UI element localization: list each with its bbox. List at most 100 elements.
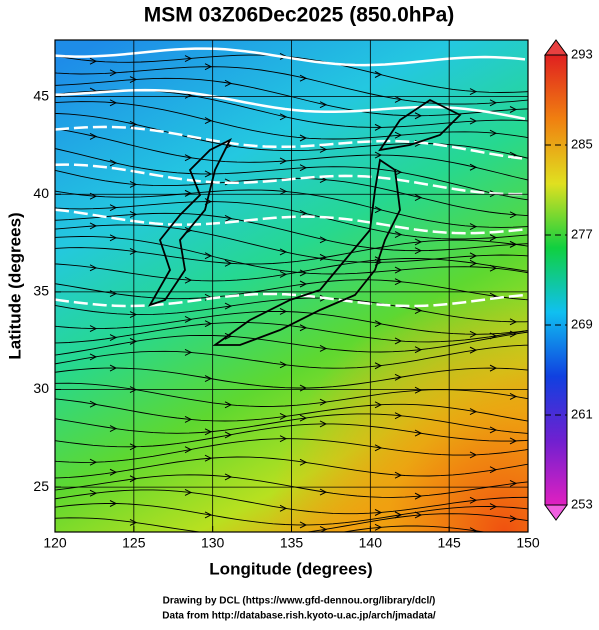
streamline <box>55 322 528 344</box>
stream-arrow <box>374 401 383 409</box>
stream-arrow <box>109 468 118 476</box>
streamline <box>55 503 528 526</box>
stream-arrow <box>374 151 383 159</box>
stream-arrow <box>414 492 423 500</box>
stream-arrow <box>299 280 308 288</box>
isoline <box>55 208 526 235</box>
stream-arrow <box>394 168 403 176</box>
colorbar-tick-label: 293 <box>571 46 593 61</box>
stream-arrow <box>469 408 478 416</box>
stream-arrow <box>109 159 118 167</box>
colorbar-tick-label: 285 <box>571 136 593 151</box>
stream-arrow <box>89 458 98 466</box>
x-tick-label: 130 <box>201 535 225 551</box>
stream-arrow <box>224 259 233 267</box>
stream-arrow <box>89 264 98 272</box>
stream-arrow <box>299 384 308 392</box>
stream-arrow <box>319 253 328 261</box>
y-axis-label: Latitude (degrees) <box>5 212 24 359</box>
stream-arrow <box>279 361 288 369</box>
y-tick-label: 30 <box>33 380 49 396</box>
stream-arrow <box>394 231 403 238</box>
colorbar-tick-label: 277 <box>571 226 593 241</box>
stream-arrow <box>279 248 288 256</box>
stream-arrow <box>129 180 138 188</box>
streamline <box>55 257 528 282</box>
streamline <box>55 331 528 356</box>
colorbar-tick-label: 261 <box>571 406 593 421</box>
stream-arrow <box>509 318 518 326</box>
stream-arrow <box>109 364 118 372</box>
stream-arrow <box>184 55 193 62</box>
stream-arrow <box>224 401 233 409</box>
stream-arrow <box>414 346 423 354</box>
stream-arrow <box>279 113 288 121</box>
streamline <box>55 239 528 265</box>
x-axis-label: Longitude (degrees) <box>209 559 372 578</box>
stream-arrow <box>109 334 118 341</box>
stream-arrow <box>394 95 403 103</box>
streamline <box>55 113 528 159</box>
stream-arrow <box>489 129 498 137</box>
stream-arrow <box>374 362 383 370</box>
stream-arrow <box>184 415 193 423</box>
streamline <box>341 525 488 532</box>
streamline <box>55 474 528 498</box>
stream-arrow <box>279 187 288 195</box>
colorbar-tick-label: 269 <box>571 316 593 331</box>
stream-arrow <box>204 170 213 178</box>
stream-arrow <box>489 99 498 107</box>
stream-arrow <box>374 320 383 328</box>
stream-arrow <box>89 353 98 361</box>
stream-arrow <box>299 521 308 529</box>
stream-arrow <box>394 337 403 345</box>
stream-arrow <box>129 210 138 218</box>
streamline <box>55 148 528 201</box>
stream-arrow <box>394 131 403 139</box>
stream-arrow <box>279 412 288 420</box>
stream-arrow <box>414 112 423 120</box>
stream-arrow <box>224 214 233 222</box>
stream-arrow <box>129 76 138 83</box>
stream-arrow <box>204 63 213 71</box>
stream-arrow <box>469 223 478 231</box>
stream-arrow <box>299 458 308 466</box>
y-tick-label: 25 <box>33 478 49 494</box>
stream-arrow <box>89 132 98 140</box>
streamline <box>55 489 528 515</box>
stream-arrow <box>109 99 118 107</box>
x-tick-label: 135 <box>280 535 304 551</box>
stream-arrow <box>319 236 328 244</box>
stream-arrow <box>204 117 213 125</box>
streamline <box>55 513 528 532</box>
stream-arrow <box>299 324 308 332</box>
streamline <box>55 438 528 463</box>
stream-arrow <box>129 120 138 128</box>
stream-arrow <box>299 74 308 82</box>
stream-arrow <box>374 523 383 531</box>
stream-arrow <box>109 69 118 77</box>
stream-arrow <box>129 519 138 526</box>
y-tick-label: 45 <box>33 87 49 103</box>
stream-arrow <box>394 278 403 286</box>
stream-arrow <box>224 79 233 87</box>
stream-arrow <box>414 247 423 255</box>
stream-arrow <box>489 466 498 474</box>
stream-arrow <box>319 146 328 153</box>
colorbar-max-arrow <box>544 39 568 56</box>
stream-arrow <box>204 454 213 462</box>
stream-arrow <box>184 348 193 356</box>
streamline <box>55 212 528 252</box>
stream-arrow <box>469 496 478 504</box>
streamline <box>55 423 528 448</box>
stream-arrow <box>184 276 193 284</box>
streamline <box>55 367 528 389</box>
stream-arrow <box>279 157 288 165</box>
streamline <box>55 128 528 181</box>
stream-arrow <box>279 270 288 278</box>
stream-arrow <box>489 364 498 372</box>
colorbar-tick-label: 253 <box>571 496 593 511</box>
stream-arrow <box>374 123 383 131</box>
streamline <box>55 279 528 301</box>
stream-arrow <box>374 206 383 214</box>
